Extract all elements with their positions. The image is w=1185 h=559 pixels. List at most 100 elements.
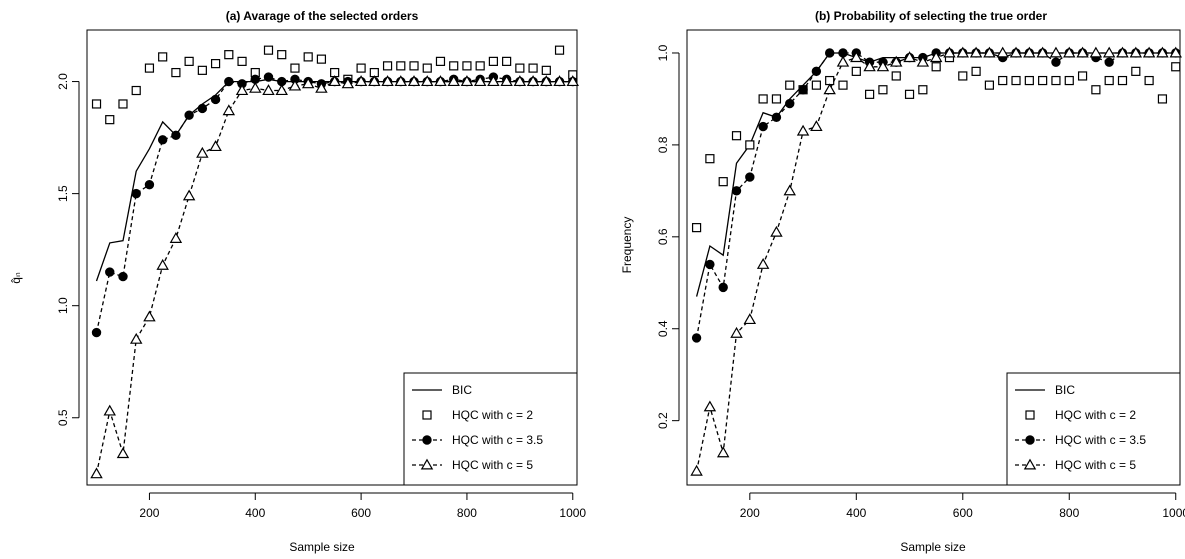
chart-b-data-point	[770, 225, 783, 237]
chart-b-data-point	[863, 60, 876, 72]
chart-a-data-point	[144, 179, 155, 190]
chart-b-data-point	[718, 282, 728, 293]
chart-b-data-point	[785, 98, 795, 109]
chart-a-data-point	[566, 75, 580, 87]
chart-a-data-point	[263, 45, 274, 55]
chart-a-x-axis: 200 400 600 800 1000	[139, 492, 586, 520]
chart-b-data-point	[1038, 75, 1048, 86]
chart-b-data-point	[838, 80, 848, 90]
chart-a-frame	[86, 29, 578, 486]
chart-b-series-group	[690, 46, 1182, 476]
chart-b-data-point	[691, 223, 702, 233]
chart-b-data-point	[690, 464, 703, 476]
chart-b-data-point	[1036, 46, 1049, 58]
chart-a-data-point	[277, 50, 287, 60]
chart-b-data-point	[758, 121, 768, 132]
chart-b-series-1	[691, 52, 1181, 233]
chart-b-data-point	[811, 80, 821, 90]
chart-a-data-point	[382, 61, 393, 71]
chart-a-data-point	[184, 56, 194, 66]
chart-a-data-point	[449, 61, 459, 71]
chart-b-x-axis: 200 400 600 800 1000	[740, 492, 1185, 520]
chart-a-legend-box	[403, 372, 578, 486]
chart-b-data-point	[1171, 62, 1181, 72]
chart-a-data-point	[235, 84, 249, 96]
chart-b-data-point	[929, 51, 943, 63]
chart-b-x-tick-label: 400	[846, 506, 866, 520]
chart-a-data-point	[169, 232, 183, 243]
chart-b-x-tick-label: 800	[1059, 506, 1079, 520]
chart-a-data-point	[90, 467, 103, 479]
chart-a-data-point	[103, 404, 116, 416]
chart-a-series-line	[95, 78, 573, 282]
chart-b-legend-label: BIC	[1055, 383, 1075, 397]
chart-a-data-point	[528, 63, 538, 73]
chart-b-x-tick-label: 200	[740, 506, 760, 520]
chart-a-data-point	[210, 94, 221, 105]
chart-b-data-point	[1157, 94, 1168, 104]
chart-panel-b: (b) Probability of selecting the true or…	[620, 9, 1185, 554]
chart-a-data-point	[118, 99, 128, 109]
chart-a-x-tick-label: 400	[245, 506, 265, 520]
chart-a-legend-label: BIC	[452, 383, 472, 397]
chart-a-data-point	[91, 327, 102, 338]
chart-a-data-point	[422, 63, 432, 73]
chart-b-legend-marker	[1025, 410, 1035, 420]
chart-b-data-point	[1104, 57, 1114, 67]
chart-a-data-point	[462, 61, 472, 71]
chart-a-legend: BIC HQC with c = 2 HQC with c = 3.5 HQC wit…	[403, 372, 578, 486]
chart-b-data-point	[785, 80, 795, 90]
chart-a-data-point	[421, 75, 434, 87]
chart-b-data-point	[783, 184, 796, 196]
chart-b-data-point	[1144, 75, 1154, 86]
chart-a-data-point	[435, 56, 446, 66]
chart-a-data-point	[316, 54, 327, 64]
chart-a-data-point	[553, 75, 566, 87]
chart-a-data-point	[143, 310, 156, 322]
chart-a-data-point	[328, 75, 341, 87]
chart-a-legend-marker	[422, 410, 432, 420]
chart-a-data-point	[368, 75, 381, 87]
chart-a-x-tick-label: 1000	[559, 506, 586, 520]
chart-b-data-point	[958, 71, 968, 81]
chart-a-data-point	[129, 332, 143, 344]
chart-a-data-point	[249, 81, 262, 93]
chart-b-y-tick-label: 0.8	[656, 136, 670, 153]
chart-a-data-point	[407, 75, 421, 87]
chart-b-series-0	[695, 52, 1176, 297]
chart-b-data-point	[796, 124, 810, 136]
chart-b-data-point	[931, 62, 941, 72]
chart-a-series-0	[95, 78, 573, 282]
chart-b-data-point	[823, 83, 836, 95]
chart-b-legend-label: HQC with c = 3.5	[1055, 433, 1146, 447]
chart-b-data-point	[1024, 75, 1034, 86]
chart-a-data-point	[473, 75, 487, 87]
chart-a-data-point	[540, 75, 553, 87]
chart-a-data-point	[105, 267, 115, 277]
chart-b-data-point	[731, 131, 742, 141]
chart-b-data-point	[758, 94, 768, 104]
chart-b-data-point	[876, 60, 890, 72]
chart-a-data-point	[105, 115, 115, 125]
chart-b-data-point	[1129, 46, 1143, 58]
chart-b-data-point	[705, 154, 715, 164]
chart-a-data-point	[197, 65, 207, 75]
chart-b-data-point	[983, 46, 996, 58]
chart-b-data-point	[691, 333, 702, 343]
chart-b-data-point	[1064, 75, 1074, 86]
chart-b-data-point	[851, 66, 861, 76]
chart-a-ylabel: q̂ₙ	[9, 272, 23, 284]
chart-b-data-point	[798, 85, 808, 95]
chart-b-data-point	[745, 172, 755, 182]
chart-a-y-axis: 0.5 1.0 1.5 2.0	[56, 73, 80, 426]
chart-b-series-line	[695, 52, 1176, 339]
chart-a-data-point	[488, 56, 498, 66]
chart-b-data-point	[1169, 46, 1182, 58]
chart-b-series-line	[695, 52, 1176, 297]
chart-b-data-point	[918, 85, 928, 95]
chart-a-legend-marker	[420, 458, 434, 470]
chart-a-data-point	[541, 65, 551, 75]
chart-a-title: (a) Avarage of the selected orders	[226, 9, 419, 23]
chart-a-data-point	[409, 61, 419, 71]
